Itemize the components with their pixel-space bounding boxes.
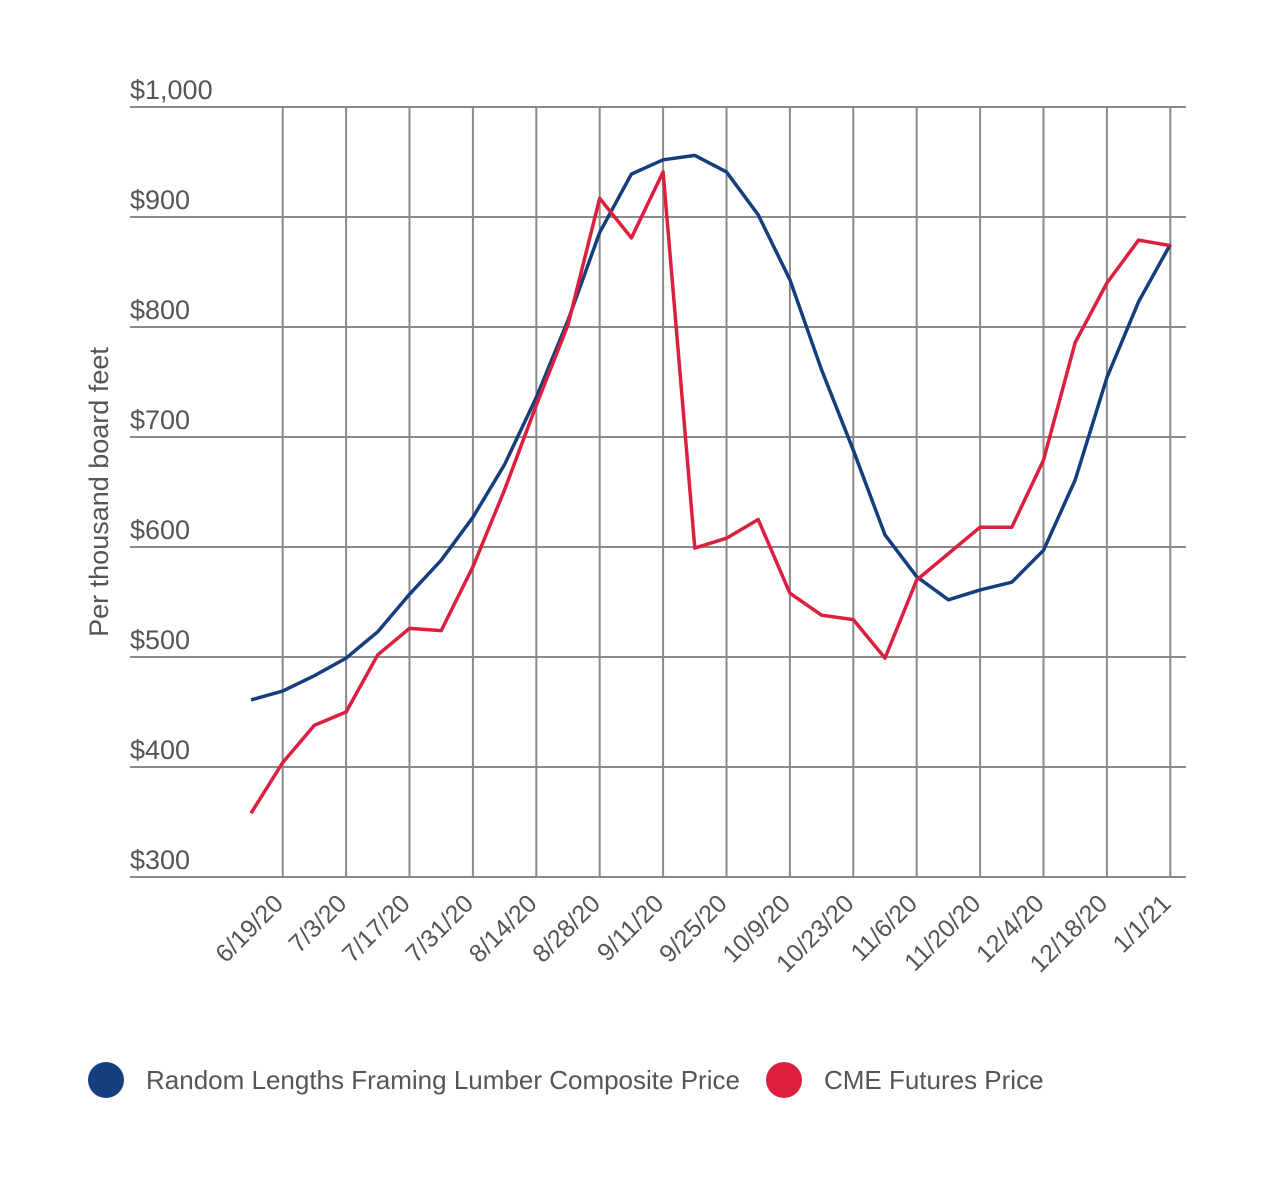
- series-line-cme-futures: [249, 170, 1171, 815]
- y-tick-label: $700: [130, 405, 190, 435]
- y-tick-label: $900: [130, 185, 190, 215]
- x-tick-label: 1/1/21: [1108, 889, 1177, 958]
- y-tick-label: $600: [130, 515, 190, 545]
- x-tick-labels: 6/19/207/3/207/17/207/31/208/14/208/28/2…: [210, 889, 1176, 978]
- y-tick-label: $300: [130, 845, 190, 875]
- x-tick-label: 7/31/20: [400, 889, 479, 968]
- legend: Random Lengths Framing Lumber Composite …: [88, 1062, 1070, 1098]
- y-tick-label: $500: [130, 625, 190, 655]
- y-tick-label: $400: [130, 735, 190, 765]
- x-tick-label: 9/25/20: [654, 889, 733, 968]
- x-tick-label: 9/11/20: [592, 889, 669, 966]
- legend-item-cme-futures: CME Futures Price: [765, 1062, 1044, 1098]
- legend-item-random-lengths: Random Lengths Framing Lumber Composite …: [88, 1062, 740, 1098]
- y-tick-label: $800: [130, 295, 190, 325]
- x-tick-label: 8/28/20: [527, 889, 606, 968]
- series-line-random-lengths: [250, 153, 1172, 702]
- legend-label: CME Futures Price: [823, 1064, 1044, 1095]
- x-tick-label: 8/14/20: [464, 889, 543, 968]
- y-tick-label: $1,000: [130, 75, 213, 105]
- y-tick-labels: $300 $400 $500 $600 $700 $800 $900 $1,000: [130, 75, 213, 875]
- x-tick-label: 7/17/20: [337, 889, 416, 968]
- series-lines: [249, 153, 1172, 815]
- legend-marker-blue: [88, 1062, 124, 1098]
- x-tick-label: 6/19/20: [210, 889, 289, 968]
- legend-label: Random Lengths Framing Lumber Composite …: [146, 1064, 740, 1095]
- grid: [130, 106, 1186, 878]
- y-axis-label: Per thousand board feet: [84, 347, 114, 637]
- legend-marker-red: [765, 1062, 802, 1098]
- line-chart: $300 $400 $500 $600 $700 $800 $900 $1,000 6/19/…: [84, 75, 1186, 978]
